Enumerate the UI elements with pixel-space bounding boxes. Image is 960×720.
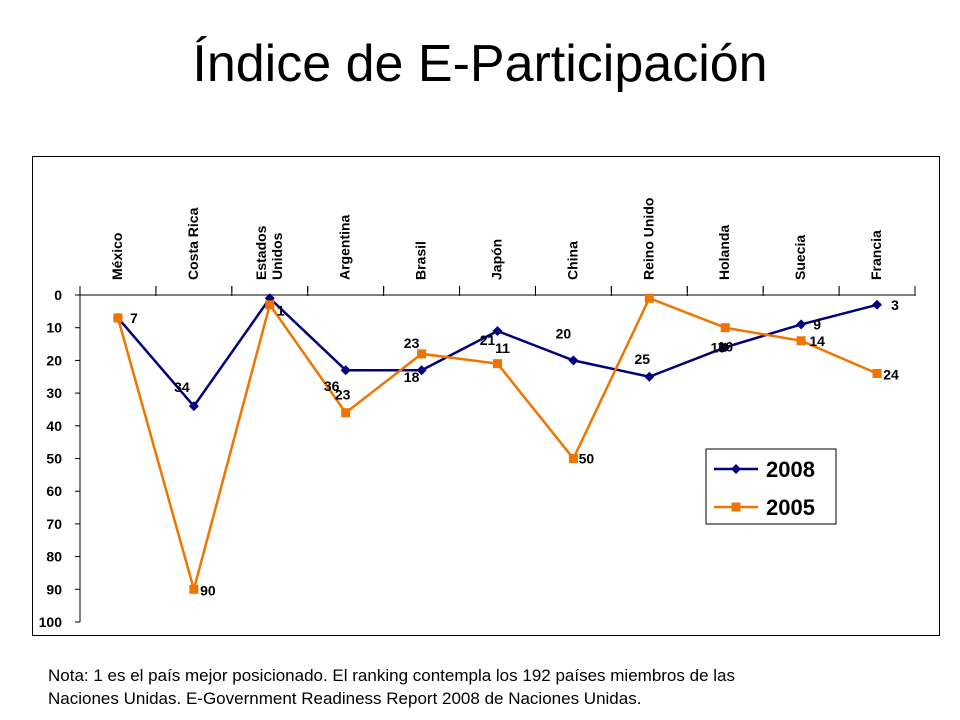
data-point-2008	[568, 355, 579, 366]
data-label: 36	[324, 378, 340, 394]
category-label: Japón	[489, 239, 505, 280]
data-label: 14	[809, 333, 825, 349]
category-label: Reino Unido	[640, 198, 656, 280]
y-tick-label: 60	[46, 483, 62, 499]
data-point-2005	[113, 313, 123, 323]
category-label: China	[564, 241, 580, 280]
data-point-2005	[341, 408, 351, 418]
data-label: 16	[717, 338, 733, 354]
data-label: 1	[277, 302, 285, 318]
data-label: 20	[556, 325, 572, 341]
data-label: 9	[813, 316, 821, 332]
data-point-2008	[340, 365, 351, 376]
data-label: 24	[883, 366, 899, 382]
data-point-2005	[568, 454, 578, 463]
data-label: 34	[174, 379, 190, 395]
data-label: 10	[710, 339, 726, 355]
data-label: 21	[480, 332, 496, 348]
y-tick-label: 80	[46, 549, 62, 565]
category-label: Suecia	[792, 235, 808, 280]
category-label: Argentina	[337, 214, 353, 280]
category-label: México	[109, 233, 125, 280]
category-label: Estados	[253, 225, 269, 280]
data-point-2008	[796, 319, 807, 330]
data-point-2005	[189, 584, 199, 594]
y-tick-label: 90	[46, 581, 62, 597]
y-tick-label: 10	[46, 320, 62, 336]
y-tick-label: 30	[46, 385, 62, 401]
data-label: 18	[404, 369, 420, 385]
data-point-2008	[492, 325, 503, 336]
data-label: 50	[579, 451, 595, 467]
data-label: 7	[130, 310, 138, 326]
y-tick-label: 40	[46, 418, 62, 434]
category-label: Brasil	[413, 241, 429, 280]
category-label: Costa Rica	[185, 207, 201, 280]
y-tick-label: 0	[54, 287, 62, 303]
data-label: 23	[404, 335, 420, 351]
data-label: 25	[635, 351, 651, 367]
data-point-2008	[644, 371, 655, 382]
legend-marker	[731, 464, 741, 474]
data-point-2005	[265, 300, 275, 310]
y-tick-label: 100	[39, 614, 63, 630]
legend-label: 2008	[766, 457, 815, 482]
y-tick-label: 70	[46, 516, 62, 532]
data-label: 11	[495, 340, 510, 356]
footnote: Nota: 1 es el país mejor posicionado. El…	[48, 664, 948, 710]
y-tick-label: 20	[46, 352, 62, 368]
data-point-2005	[493, 359, 502, 369]
data-point-2005	[644, 293, 654, 303]
y-tick-label: 50	[46, 451, 62, 467]
footnote-line-1: Nota: 1 es el país mejor posicionado. El…	[48, 666, 735, 685]
data-point-2005	[417, 349, 427, 359]
data-point-2008	[872, 299, 883, 310]
data-point-2008	[416, 365, 427, 376]
chart-frame	[32, 156, 940, 636]
data-point-2005	[872, 368, 882, 378]
data-point-2005	[720, 323, 730, 333]
data-label: 23	[335, 387, 351, 403]
legend-marker	[731, 502, 741, 512]
slide-title: Índice de E-Participación	[192, 35, 768, 93]
category-label: Unidos	[269, 232, 285, 280]
data-point-2005	[796, 336, 806, 346]
legend-box	[705, 448, 837, 525]
footnote-line-2: Naciones Unidas. E-Government Readiness …	[48, 689, 642, 708]
data-label: 3	[891, 297, 899, 313]
data-point-2008	[720, 342, 731, 353]
category-label: Holanda	[716, 225, 732, 280]
data-label: 90	[200, 582, 216, 598]
legend-label: 2005	[766, 495, 815, 520]
line-chart: 0 10 20 30 40 50 60 70 80 90 100 México Costa Rica E…	[39, 198, 916, 630]
data-point-2008	[188, 401, 199, 412]
category-label: Francia	[868, 230, 884, 280]
